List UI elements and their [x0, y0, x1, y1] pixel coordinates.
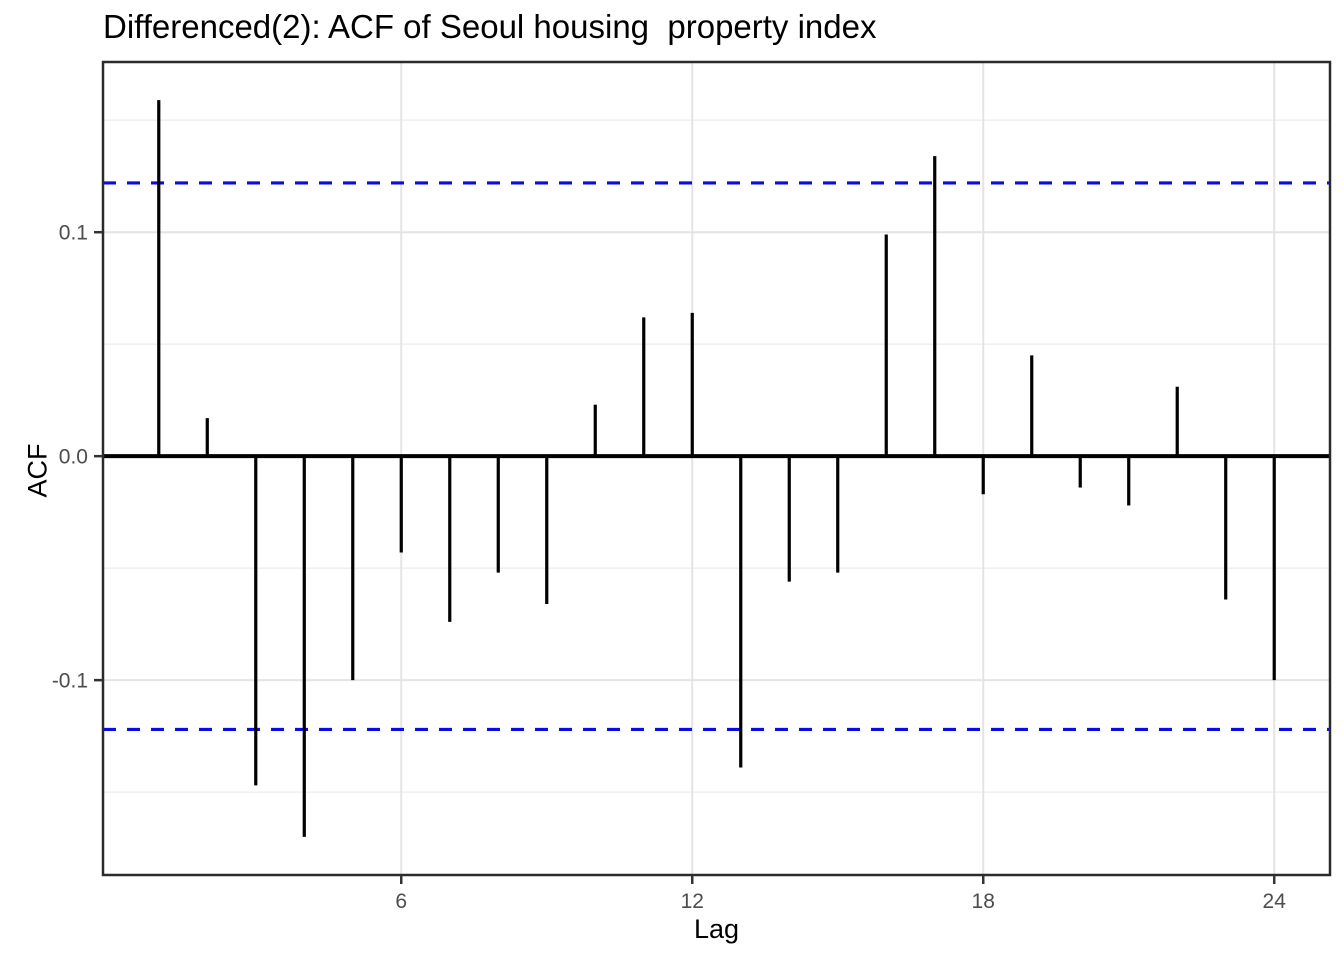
- x-axis-title: Lag: [693, 914, 740, 944]
- y-tick-label-0: 0.0: [59, 446, 88, 469]
- y-tick-label-0.1: 0.1: [59, 222, 88, 245]
- x-tick-label-24: 24: [1263, 890, 1287, 913]
- x-tick-label-18: 18: [972, 890, 995, 913]
- x-tick-label-6: 6: [395, 890, 407, 913]
- panel-border: [101, 60, 1332, 877]
- x-tick-label-12: 12: [681, 890, 704, 913]
- y-tick-label--0.1: -0.1: [52, 669, 88, 692]
- plot-title: Differenced(2): ACF of Seoul housing pro…: [103, 8, 877, 45]
